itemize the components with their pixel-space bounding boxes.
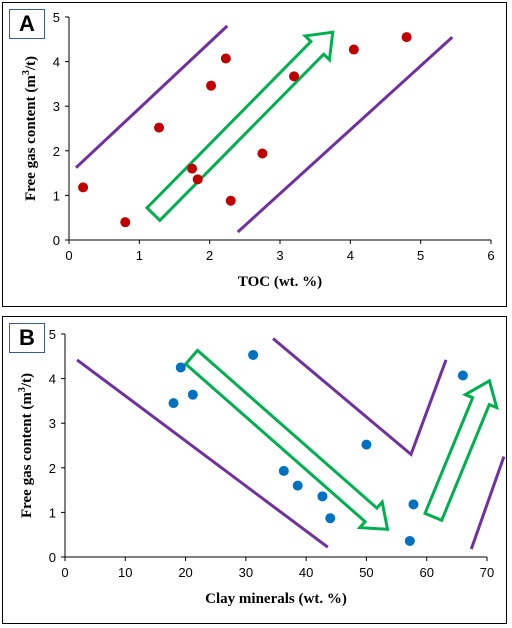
b-x-tick-label: 50	[359, 565, 373, 580]
b-x-tick-label: 70	[480, 565, 494, 580]
b-data-point	[187, 389, 198, 400]
b-y-tick-label: 5	[49, 327, 56, 342]
a-x-tick-label: 6	[487, 248, 494, 263]
panel-a: A 0 1 2 3 4 5 6 0 1 2 3 4 5 TOC (wt. %) Free gas conte…	[2, 2, 507, 307]
a-data-point	[192, 174, 203, 185]
b-y-tick-label: 2	[49, 461, 56, 476]
b-y-axis-title-tail: /t)	[19, 373, 35, 388]
b-data-point	[248, 349, 259, 360]
a-y-axis-title-sup: 3	[21, 70, 32, 75]
a-data-point	[225, 195, 236, 206]
a-x-tick-label: 3	[276, 248, 283, 263]
a-data-point	[78, 182, 89, 193]
b-data-point	[404, 535, 415, 546]
a-data-point	[348, 44, 359, 55]
a-y-axis-title-main: Free gas content (m	[23, 75, 39, 201]
b-data-point	[325, 513, 336, 524]
b-boundary-line	[272, 337, 448, 457]
b-x-tick-label: 60	[419, 565, 433, 580]
panel-b: B 0 10 20 30 40 50 60 70 0 1 2 3 4 5 Clay minerals (wt…	[2, 316, 507, 624]
a-data-point	[206, 80, 217, 91]
a-data-point	[289, 71, 300, 82]
b-boundary-line	[76, 358, 329, 549]
a-data-point	[154, 122, 165, 133]
b-data-point	[457, 370, 468, 381]
chart-b-svg: 0 10 20 30 40 50 60 70 0 1 2 3 4 5 Clay minerals (wt. …	[17, 327, 506, 607]
a-x-tick-label: 0	[65, 248, 72, 263]
b-trend-arrow-down-right	[183, 348, 390, 531]
b-y-axis-title-sup: 3	[17, 387, 28, 392]
a-trend-arrow-up-right	[144, 30, 335, 223]
a-boundary-line	[236, 35, 454, 234]
b-trend-arrow-up-right	[423, 378, 499, 523]
b-data-point	[317, 491, 328, 502]
a-x-tick-label: 1	[136, 248, 143, 263]
a-x-axis-title: TOC (wt. %)	[238, 274, 322, 290]
b-y-tick-label: 4	[49, 372, 56, 387]
b-boundary-line	[469, 456, 506, 550]
b-y-tick-label: 3	[49, 416, 56, 431]
b-x-tick-label: 0	[61, 565, 68, 580]
a-y-tick-label: 3	[53, 99, 60, 114]
b-data-point	[175, 362, 186, 373]
a-data-point	[220, 53, 231, 64]
chart-a-svg: 0 1 2 3 4 5 6 0 1 2 3 4 5 TOC (wt. %) Free gas content…	[21, 10, 495, 290]
b-data-point	[408, 499, 419, 510]
b-y-tick-label: 1	[49, 505, 56, 520]
a-x-tick-label: 5	[417, 248, 424, 263]
b-y-tick-label: 0	[49, 550, 56, 565]
b-data-point	[361, 439, 372, 450]
panel-b-label: B	[9, 323, 45, 353]
a-y-axis-title-tail: /t)	[23, 56, 39, 71]
b-x-axis-title: Clay minerals (wt. %)	[205, 591, 347, 607]
b-y-axis-title: Free gas content (m3/t)	[17, 373, 35, 518]
a-boundary-line	[74, 24, 229, 169]
b-data-point	[168, 398, 179, 409]
a-data-point	[257, 148, 268, 159]
a-data-point	[187, 163, 198, 174]
a-x-tick-label: 4	[347, 248, 354, 263]
a-data-point	[401, 32, 412, 43]
a-data-point	[120, 217, 131, 228]
a-y-tick-label: 1	[53, 188, 60, 203]
a-y-tick-label: 2	[53, 144, 60, 159]
a-y-tick-label: 5	[53, 10, 60, 25]
b-x-tick-label: 40	[299, 565, 313, 580]
a-y-axis-title: Free gas content (m3/t)	[21, 56, 39, 201]
b-x-tick-label: 20	[178, 565, 192, 580]
b-x-tick-label: 10	[118, 565, 132, 580]
b-data-point	[278, 465, 289, 476]
b-y-axis-title-main: Free gas content (m	[19, 392, 35, 518]
b-x-tick-label: 30	[239, 565, 253, 580]
a-y-tick-label: 0	[53, 233, 60, 248]
a-y-tick-label: 4	[53, 55, 60, 70]
a-x-tick-label: 2	[206, 248, 213, 263]
b-data-point	[292, 480, 303, 491]
panel-a-label: A	[9, 9, 45, 39]
